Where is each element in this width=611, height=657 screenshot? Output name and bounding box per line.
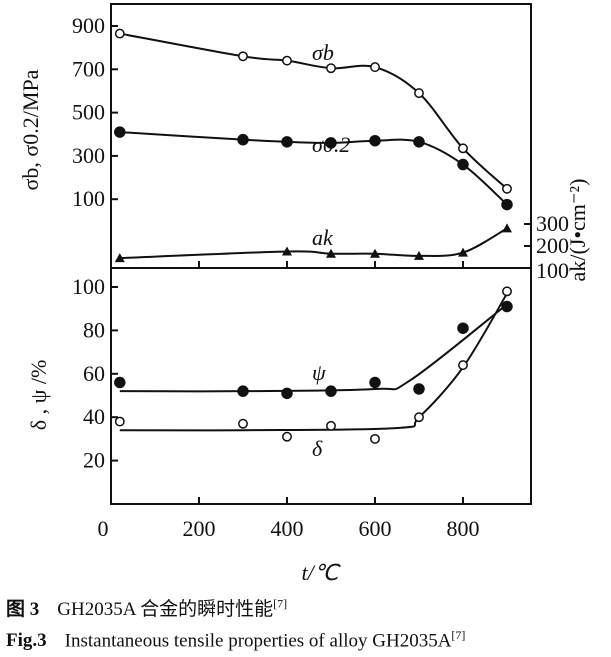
y2-tick-label: 300 bbox=[536, 211, 569, 236]
x-axis-label: t/℃ bbox=[302, 560, 341, 585]
data-point-psi bbox=[114, 376, 126, 389]
y-tick-label: 700 bbox=[72, 56, 105, 81]
data-point-delta bbox=[502, 286, 512, 297]
x-tick-label: 400 bbox=[271, 516, 304, 541]
y-tick-label: 500 bbox=[72, 100, 105, 125]
data-point-sigma-b bbox=[238, 51, 248, 62]
data-point-sigma-b bbox=[414, 88, 424, 99]
data-point-ak bbox=[458, 247, 468, 257]
data-point-delta bbox=[114, 416, 125, 427]
x-tick-label: 0 bbox=[98, 516, 109, 541]
data-point-sigma-b bbox=[458, 143, 468, 154]
data-point-sigma-02 bbox=[237, 133, 249, 146]
data-point-psi bbox=[237, 385, 249, 397]
caption-chinese: 图 3 GH2035A 合金的瞬时性能[7] bbox=[6, 594, 287, 621]
y-tick-label: 100 bbox=[72, 186, 105, 211]
data-point-sigma-02 bbox=[281, 136, 293, 148]
data-point-sigma-02 bbox=[369, 134, 381, 147]
y-tick-label: 60 bbox=[83, 361, 105, 386]
data-point-psi bbox=[501, 300, 513, 313]
caption-en-text: Instantaneous tensile properties of allo… bbox=[64, 630, 452, 652]
data-point-delta bbox=[458, 360, 468, 371]
y2-tick-label: 200 bbox=[536, 233, 569, 258]
y-tick-label: 80 bbox=[83, 317, 105, 342]
caption-cn-text: GH2035A 合金的瞬时性能 bbox=[57, 599, 274, 620]
data-point-psi bbox=[413, 383, 425, 395]
data-point-psi bbox=[281, 387, 293, 400]
data-point-delta bbox=[326, 420, 336, 431]
series-label-sigma-b: σb bbox=[312, 40, 334, 65]
y-tick-label: 900 bbox=[72, 13, 105, 38]
x-tick-label: 800 bbox=[447, 516, 480, 541]
data-point-psi bbox=[369, 376, 381, 389]
caption-cn-label: 图 3 bbox=[6, 599, 40, 620]
data-point-sigma-b bbox=[502, 183, 512, 194]
data-point-delta bbox=[238, 418, 248, 429]
y2-tick-label: 100 bbox=[536, 258, 569, 283]
data-point-ak bbox=[502, 223, 512, 233]
y-tick-label: 40 bbox=[83, 404, 105, 429]
data-point-psi bbox=[325, 385, 337, 397]
x-tick-label: 200 bbox=[183, 516, 216, 541]
caption-english: Fig.3 Instantaneous tensile properties of… bbox=[6, 628, 465, 652]
data-point-ak bbox=[326, 248, 336, 258]
plot-frame bbox=[110, 3, 532, 505]
caption-en-label: Fig.3 bbox=[6, 630, 47, 652]
data-point-sigma-b bbox=[326, 63, 336, 74]
y-tick-label: 300 bbox=[72, 143, 105, 168]
data-point-delta bbox=[370, 433, 380, 444]
fit-curve-psi bbox=[119, 303, 508, 393]
data-point-sigma-02 bbox=[501, 198, 513, 211]
lower-y-axis-label: δ , ψ /% bbox=[26, 360, 51, 431]
data-point-ak bbox=[414, 250, 424, 260]
series-label-psi: ψ bbox=[312, 360, 326, 385]
caption-en-ref: [7] bbox=[451, 628, 466, 642]
data-point-ak bbox=[282, 246, 292, 256]
data-point-psi bbox=[457, 322, 469, 334]
right-y-axis-label: ak/(J•cm⁻²) bbox=[565, 179, 590, 282]
data-point-delta bbox=[414, 412, 424, 423]
data-point-sigma-b bbox=[114, 28, 125, 39]
upper-y-axis-label: σb, σ0.2/MPa bbox=[18, 69, 43, 190]
data-point-delta bbox=[282, 431, 292, 442]
series-label-ak: ak bbox=[312, 225, 334, 250]
series-label-sigma-02: σ0.2 bbox=[312, 132, 350, 157]
series-label-delta: δ bbox=[312, 436, 323, 461]
y-tick-label: 100 bbox=[72, 274, 105, 299]
y-tick-label: 20 bbox=[83, 448, 105, 473]
data-point-sigma-02 bbox=[325, 137, 337, 149]
data-point-ak bbox=[114, 253, 125, 263]
x-tick-label: 600 bbox=[359, 516, 392, 541]
data-point-sigma-02 bbox=[413, 136, 425, 148]
data-point-sigma-b bbox=[370, 62, 380, 73]
data-point-sigma-02 bbox=[457, 158, 469, 171]
data-point-sigma-b bbox=[282, 55, 292, 66]
data-point-ak bbox=[370, 248, 380, 258]
data-point-sigma-02 bbox=[114, 126, 126, 138]
caption-cn-ref: [7] bbox=[273, 596, 288, 611]
